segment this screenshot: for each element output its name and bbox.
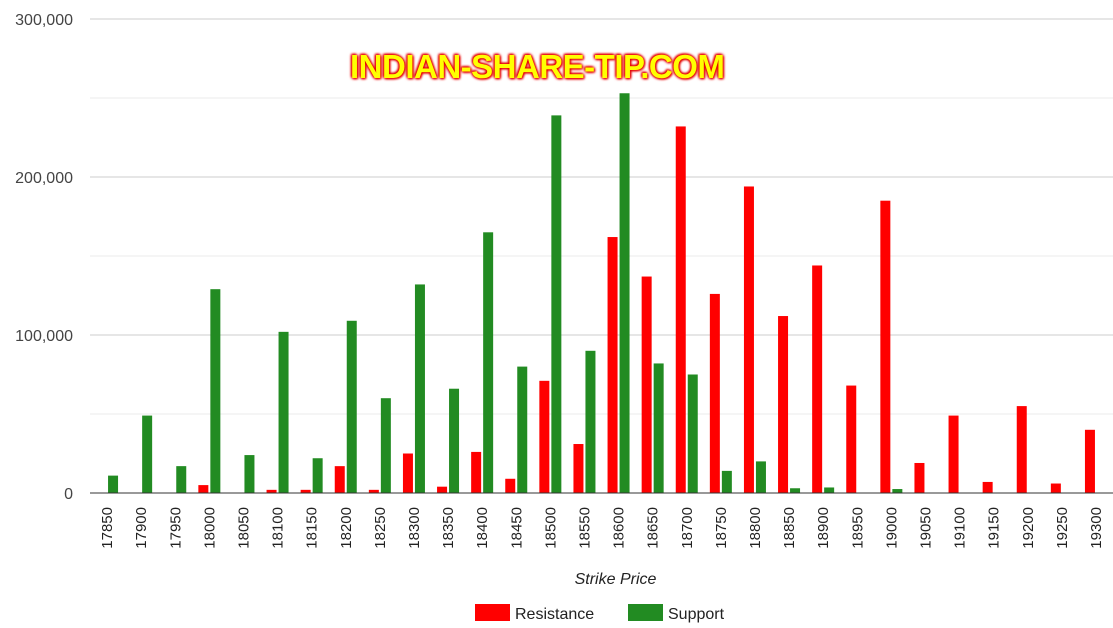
support-bar-18050[interactable] bbox=[244, 455, 255, 493]
x-tick-label: 19300 bbox=[1088, 507, 1105, 549]
support-bar-17950[interactable] bbox=[176, 466, 187, 493]
support-bar-18150[interactable] bbox=[312, 458, 323, 493]
x-tick-label: 18900 bbox=[815, 507, 832, 549]
x-tick-label: 18050 bbox=[235, 507, 252, 549]
resistance-bar-18550[interactable] bbox=[573, 444, 584, 493]
support-bar-18800[interactable] bbox=[755, 461, 766, 493]
x-tick-label: 19250 bbox=[1054, 507, 1071, 549]
x-tick-label: 18600 bbox=[611, 507, 628, 549]
resistance-bar-18250[interactable] bbox=[368, 489, 379, 493]
resistance-bar-19250[interactable] bbox=[1050, 483, 1061, 493]
x-tick-label: 19150 bbox=[986, 507, 1003, 549]
x-tick-label: 18700 bbox=[679, 507, 696, 549]
resistance-bar-19150[interactable] bbox=[982, 481, 993, 493]
y-tick-label: 100,000 bbox=[15, 328, 73, 345]
x-tick-label: 18750 bbox=[713, 507, 730, 549]
y-tick-label: 300,000 bbox=[15, 12, 73, 29]
support-bar-18300[interactable] bbox=[414, 284, 425, 493]
support-bar-17850[interactable] bbox=[108, 475, 119, 493]
x-tick-label: 18800 bbox=[747, 507, 764, 549]
x-tick-label: 17850 bbox=[99, 507, 116, 549]
legend-swatch bbox=[475, 604, 510, 621]
x-tick-label: 18250 bbox=[372, 507, 389, 549]
resistance-bar-18500[interactable] bbox=[539, 380, 550, 493]
legend-item-support[interactable]: Support bbox=[628, 604, 725, 623]
x-tick-label: 18550 bbox=[576, 507, 593, 549]
resistance-bar-18700[interactable] bbox=[675, 126, 686, 493]
y-tick-label: 0 bbox=[64, 486, 73, 503]
resistance-bar-18000[interactable] bbox=[198, 485, 209, 493]
x-tick-label: 19200 bbox=[1020, 507, 1037, 549]
x-tick-label: 18500 bbox=[542, 507, 559, 549]
support-bar-18200[interactable] bbox=[346, 320, 357, 493]
resistance-bar-18600[interactable] bbox=[607, 237, 618, 493]
resistance-bar-19000[interactable] bbox=[880, 200, 891, 493]
resistance-bar-18100[interactable] bbox=[266, 489, 277, 493]
support-bar-18400[interactable] bbox=[483, 232, 494, 494]
resistance-bar-18400[interactable] bbox=[471, 451, 482, 493]
x-tick-label: 18950 bbox=[849, 507, 866, 549]
resistance-bar-18350[interactable] bbox=[437, 486, 448, 493]
support-bar-18700[interactable] bbox=[687, 374, 698, 494]
resistance-bar-18900[interactable] bbox=[812, 265, 823, 493]
x-tick-label: 19000 bbox=[883, 507, 900, 549]
x-tick-label: 18400 bbox=[474, 507, 491, 549]
x-tick-label: 18450 bbox=[508, 507, 525, 549]
resistance-bar-18450[interactable] bbox=[505, 478, 516, 493]
support-bar-18600[interactable] bbox=[619, 93, 630, 493]
support-bar-17900[interactable] bbox=[142, 415, 153, 493]
resistance-bar-18950[interactable] bbox=[846, 385, 857, 493]
x-tick-label: 18150 bbox=[304, 507, 321, 549]
x-axis-tick-labels: 17850 17900 17950 18000 18050 18100 18150 18200… bbox=[99, 507, 1105, 549]
x-tick-label: 18350 bbox=[440, 507, 457, 549]
support-bar-18350[interactable] bbox=[449, 388, 460, 493]
x-axis-title: Strike Price bbox=[575, 571, 657, 588]
resistance-bar-19300[interactable] bbox=[1084, 429, 1095, 493]
legend-label: Resistance bbox=[515, 606, 594, 623]
resistance-bar-19200[interactable] bbox=[1016, 406, 1027, 493]
support-bar-18900[interactable] bbox=[824, 487, 835, 493]
resistance-bar-18200[interactable] bbox=[334, 466, 345, 493]
y-axis-tick-labels: 0 100,000 200,000 300,000 bbox=[15, 12, 73, 503]
support-bar-18750[interactable] bbox=[721, 470, 732, 493]
x-tick-label: 18100 bbox=[270, 507, 287, 549]
legend[interactable]: Resistance Support bbox=[475, 604, 725, 623]
x-tick-label: 18650 bbox=[645, 507, 662, 549]
resistance-bar-18750[interactable] bbox=[709, 293, 720, 493]
resistance-bar-18300[interactable] bbox=[402, 453, 413, 494]
support-bar-18100[interactable] bbox=[278, 331, 289, 493]
legend-item-resistance[interactable]: Resistance bbox=[475, 604, 594, 623]
resistance-bar-18150[interactable] bbox=[300, 489, 311, 493]
resistance-bar-19100[interactable] bbox=[948, 415, 959, 493]
x-tick-label: 19050 bbox=[917, 507, 934, 549]
support-bar-18850[interactable] bbox=[790, 488, 801, 493]
resistance-bar-18850[interactable] bbox=[778, 316, 789, 493]
support-bar-18000[interactable] bbox=[210, 289, 221, 493]
watermark-text: INDIAN-SHARE-TIP.COM bbox=[350, 48, 725, 85]
legend-label: Support bbox=[668, 606, 725, 623]
gridlines bbox=[90, 18, 1113, 494]
support-bar-18500[interactable] bbox=[551, 115, 562, 493]
support-bar-18250[interactable] bbox=[380, 398, 391, 493]
x-tick-label: 17900 bbox=[133, 507, 150, 549]
x-tick-label: 18850 bbox=[781, 507, 798, 549]
x-tick-label: 18300 bbox=[406, 507, 423, 549]
y-tick-label: 200,000 bbox=[15, 170, 73, 187]
bars bbox=[108, 93, 1095, 494]
x-tick-label: 18000 bbox=[201, 507, 218, 549]
legend-swatch bbox=[628, 604, 663, 621]
resistance-bar-19050[interactable] bbox=[914, 462, 925, 493]
resistance-bar-18650[interactable] bbox=[641, 276, 652, 493]
support-bar-18450[interactable] bbox=[517, 366, 528, 493]
support-bar-18650[interactable] bbox=[653, 363, 664, 493]
x-tick-label: 17950 bbox=[167, 507, 184, 549]
x-tick-label: 19100 bbox=[952, 507, 969, 549]
resistance-bar-18800[interactable] bbox=[743, 186, 754, 494]
x-tick-label: 18200 bbox=[338, 507, 355, 549]
support-bar-18550[interactable] bbox=[585, 350, 596, 493]
support-bar-19000[interactable] bbox=[892, 489, 903, 493]
